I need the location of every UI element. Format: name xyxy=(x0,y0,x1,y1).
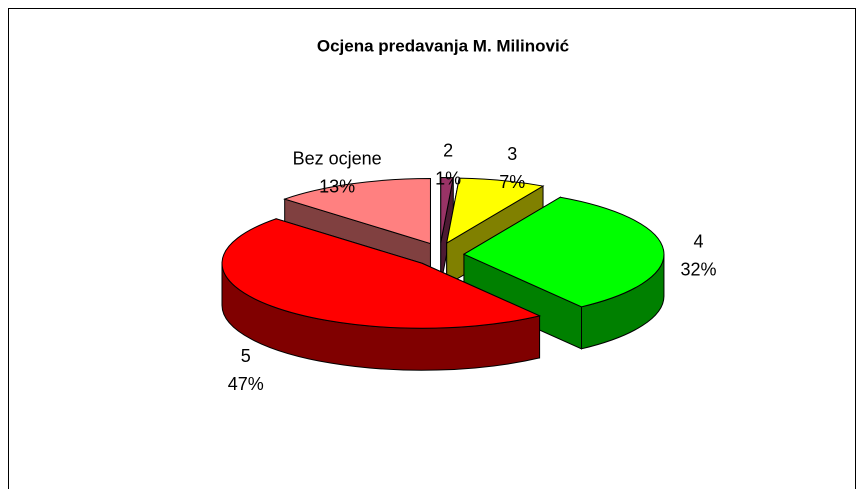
value-label: 32% xyxy=(680,260,716,280)
value-label: 13% xyxy=(319,176,355,196)
chart-title: Ocjena predavanja M. Milinović xyxy=(317,36,569,55)
slice xyxy=(221,218,542,371)
category-label: 5 xyxy=(241,346,251,366)
value-label: 1% xyxy=(435,168,461,188)
value-label: 7% xyxy=(499,172,525,192)
slice-top xyxy=(462,196,665,308)
value-label: 47% xyxy=(228,374,264,394)
category-label: 4 xyxy=(693,232,703,252)
category-label: 2 xyxy=(443,140,453,160)
slice-top xyxy=(221,218,542,329)
slice xyxy=(440,177,454,285)
slice-top xyxy=(445,177,545,245)
slice xyxy=(462,196,665,350)
category-label: 3 xyxy=(507,144,517,164)
category-label: Bez ocjene xyxy=(293,148,382,168)
chart-frame xyxy=(8,8,856,489)
slice-top xyxy=(283,178,431,245)
slice-top xyxy=(440,177,454,243)
